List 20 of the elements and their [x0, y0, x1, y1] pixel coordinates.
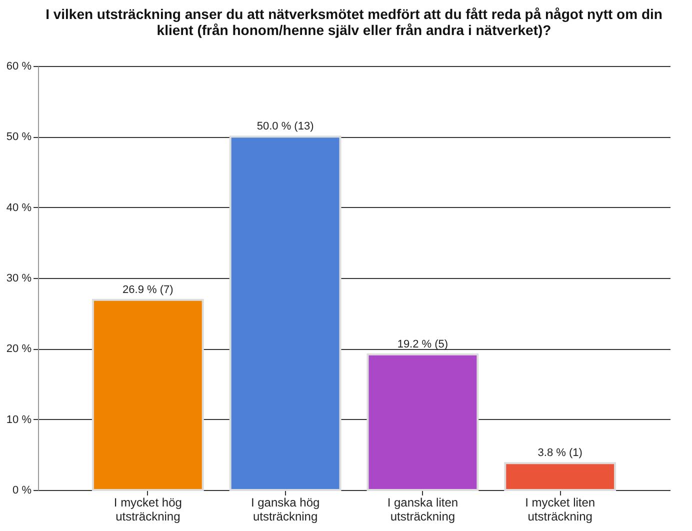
bar [92, 298, 204, 491]
x-tick-label: I ganska hög utsträckning [250, 496, 320, 524]
x-tick-label: I mycket liten utsträckning [525, 496, 596, 524]
data-label: 26.9 % (7) [122, 284, 174, 296]
chart-title: I vilken utsträckning anser du att nätverksmötet medfört att du fått reda på något nytt om din klient (från honom/henne själv eller från andra i nätverket)? [46, 6, 662, 38]
y-tick-label: 30 % [6, 272, 32, 284]
bar [366, 353, 479, 491]
y-tick-label: 20 % [6, 343, 32, 356]
y-tick-label: 50 % [6, 131, 32, 144]
y-tick-label: 0 % [12, 484, 32, 496]
y-tick-label: 10 % [6, 414, 32, 426]
x-tick-label: I ganska liten utsträckning [387, 496, 458, 524]
y-tick-label: 60 % [6, 60, 32, 72]
x-tick-label: I mycket hög utsträckning [114, 496, 182, 524]
data-label: 3.8 % (1) [538, 447, 582, 460]
bar [229, 136, 342, 491]
bar [504, 462, 616, 491]
y-tick-label: 40 % [6, 202, 32, 214]
data-label: 50.0 % (13) [256, 120, 314, 133]
data-label: 19.2 % (5) [397, 338, 448, 350]
